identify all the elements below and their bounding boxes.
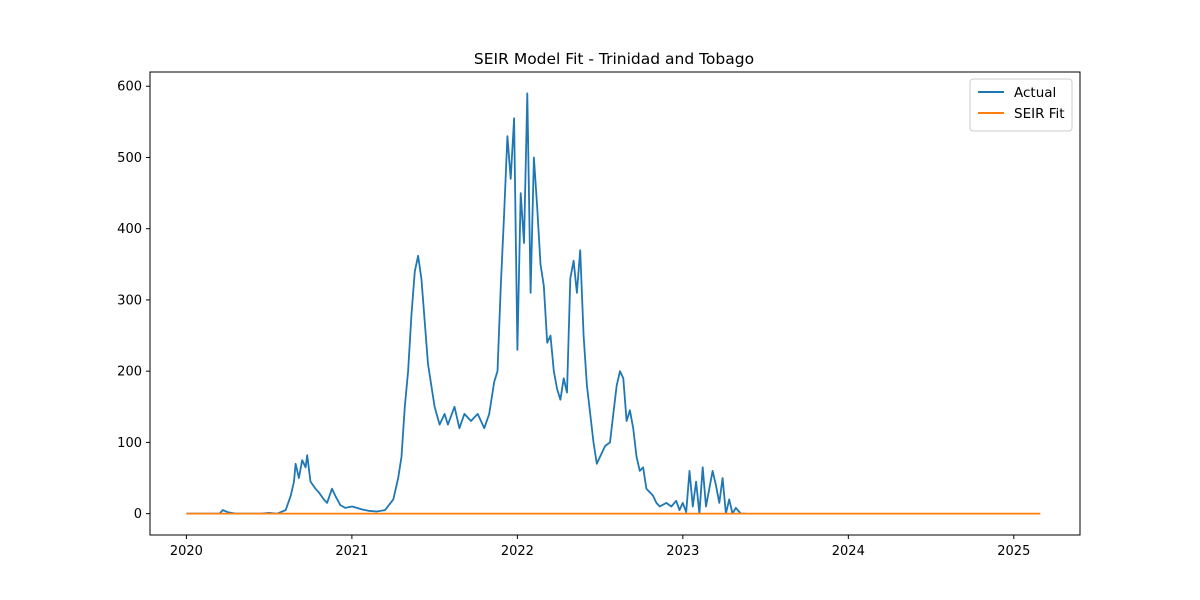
plot-frame [149, 71, 1081, 536]
x-tick-label: 2025 [997, 544, 1030, 559]
y-tick-label: 100 [117, 436, 142, 451]
y-tick-label: 500 [117, 151, 142, 166]
x-tick-label: 2023 [666, 544, 699, 559]
y-tick-label: 0 [134, 507, 142, 522]
chart-title: SEIR Model Fit - Trinidad and Tobago [474, 50, 754, 68]
x-tick-label: 2021 [335, 544, 368, 559]
series-layer [186, 92, 1041, 515]
legend-label: SEIR Fit [1014, 106, 1065, 122]
y-tick-label: 200 [117, 365, 142, 380]
x-tick-label: 2024 [832, 544, 865, 559]
series-line-actual [186, 92, 746, 515]
y-tick-label: 300 [117, 293, 142, 308]
y-tick-label: 600 [117, 80, 142, 95]
x-tick-label: 2020 [170, 544, 203, 559]
axes-layer: 2020 2021 2022 2023 2024 2025 0 100 200 300 400 500… [117, 71, 1081, 559]
legend: Actual SEIR Fit [969, 78, 1073, 132]
legend-label: Actual [1014, 85, 1056, 101]
y-tick-label: 400 [117, 222, 142, 237]
x-tick-label: 2022 [501, 544, 534, 559]
